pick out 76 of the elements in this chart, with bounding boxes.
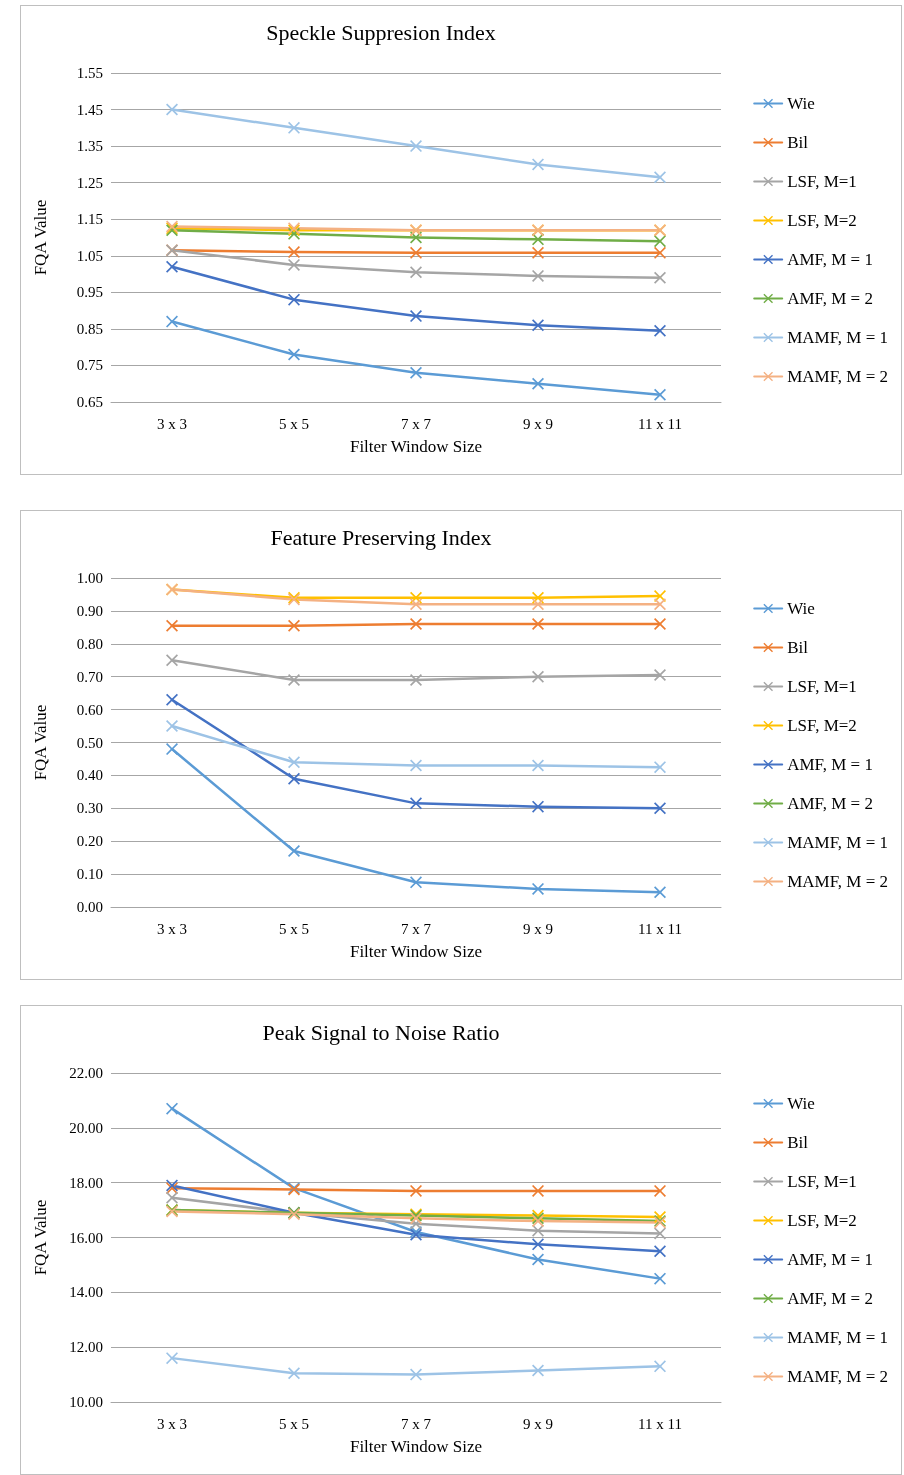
legend-label: MAMF, M = 2 [787, 872, 889, 891]
y-tick-label: 0.85 [76, 320, 103, 337]
y-tick-label: 16.00 [69, 1229, 103, 1246]
legend-label: Bil [787, 1133, 809, 1152]
y-axis-title: FQA Value [31, 199, 50, 276]
x-tick-label: 5 x 5 [279, 415, 309, 432]
x-tick-label: 7 x 7 [401, 1415, 432, 1432]
legend-label: MAMF, M = 2 [787, 367, 889, 386]
y-tick-label: 20.00 [69, 1119, 103, 1136]
legend-label: LSF, M=1 [787, 172, 857, 191]
y-tick-label: 0.30 [76, 800, 103, 817]
x-tick-label: 9 x 9 [523, 920, 553, 937]
legend-label: AMF, M = 1 [787, 1250, 873, 1269]
legend-label: AMF, M = 1 [787, 250, 873, 269]
x-tick-label: 3 x 3 [157, 415, 187, 432]
x-tick-label: 11 x 11 [638, 920, 682, 937]
legend-label: Wie [787, 94, 815, 113]
y-tick-label: 1.35 [76, 138, 103, 155]
y-tick-label: 0.20 [76, 833, 103, 850]
chart-title: Feature Preserving Index [270, 524, 492, 550]
x-tick-label: 3 x 3 [157, 1415, 187, 1432]
y-tick-label: 1.55 [76, 65, 103, 81]
x-tick-label: 3 x 3 [157, 920, 187, 937]
x-tick-label: 5 x 5 [279, 920, 309, 937]
x-tick-label: 5 x 5 [279, 1415, 309, 1432]
y-tick-label: 18.00 [69, 1174, 103, 1191]
legend-label: AMF, M = 1 [787, 755, 873, 774]
legend-label: Wie [787, 1094, 815, 1113]
legend-label: Wie [787, 599, 815, 618]
legend-label: MAMF, M = 2 [787, 1367, 889, 1386]
legend-label: LSF, M=2 [787, 211, 857, 230]
chart-title: Speckle Suppresion Index [266, 19, 496, 45]
y-tick-label: 1.25 [76, 174, 103, 191]
y-tick-label: 0.80 [76, 635, 103, 652]
legend-label: AMF, M = 2 [787, 289, 873, 308]
y-tick-label: 10.00 [69, 1394, 103, 1410]
x-tick-label: 9 x 9 [523, 1415, 553, 1432]
y-tick-label: 0.70 [76, 668, 103, 685]
x-tick-label: 9 x 9 [523, 415, 553, 432]
y-tick-label: 22.00 [69, 1065, 103, 1081]
legend-label: LSF, M=1 [787, 677, 857, 696]
x-axis-title: Filter Window Size [349, 1437, 483, 1456]
x-tick-label: 7 x 7 [401, 920, 432, 937]
x-tick-label: 11 x 11 [638, 1415, 682, 1432]
legend-label: LSF, M=2 [787, 1211, 857, 1230]
legend-label: LSF, M=2 [787, 716, 857, 735]
legend-label: Bil [787, 133, 809, 152]
legend-label: Bil [787, 638, 809, 657]
y-tick-label: 0.00 [76, 899, 103, 915]
legend-label: AMF, M = 2 [787, 1289, 873, 1308]
y-tick-label: 0.50 [76, 734, 103, 751]
y-tick-label: 0.60 [76, 701, 103, 718]
y-axis-title: FQA Value [31, 1199, 50, 1276]
y-tick-label: 0.10 [76, 866, 103, 883]
x-axis-title: Filter Window Size [349, 437, 483, 456]
y-tick-label: 1.45 [76, 101, 103, 118]
y-tick-label: 0.65 [76, 394, 103, 410]
y-tick-label: 1.05 [76, 247, 103, 264]
x-tick-label: 11 x 11 [638, 415, 682, 432]
y-tick-label: 1.15 [76, 211, 103, 228]
legend-label: MAMF, M = 1 [787, 328, 889, 347]
y-tick-label: 1.00 [76, 570, 103, 586]
x-tick-label: 7 x 7 [401, 415, 432, 432]
y-tick-label: 0.75 [76, 357, 103, 374]
y-tick-label: 12.00 [69, 1339, 103, 1356]
y-tick-label: 0.95 [76, 284, 103, 301]
legend-label: LSF, M=1 [787, 1172, 857, 1191]
legend-label: MAMF, M = 1 [787, 833, 889, 852]
legend-label: MAMF, M = 1 [787, 1328, 889, 1347]
y-tick-label: 0.90 [76, 602, 103, 619]
x-axis-title: Filter Window Size [349, 942, 483, 961]
y-tick-label: 14.00 [69, 1284, 103, 1301]
y-tick-label: 0.40 [76, 767, 103, 784]
y-axis-title: FQA Value [31, 704, 50, 781]
chart-title: Peak Signal to Noise Ratio [262, 1019, 500, 1045]
legend-label: AMF, M = 2 [787, 794, 873, 813]
